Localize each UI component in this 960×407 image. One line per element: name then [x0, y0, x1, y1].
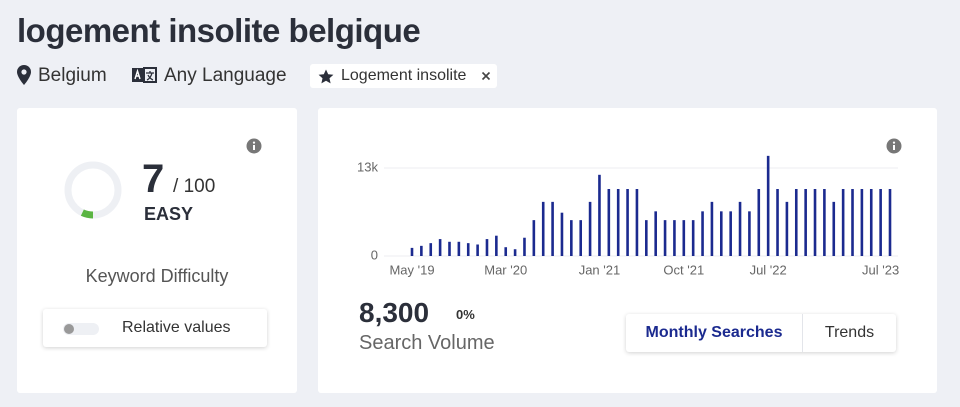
- difficulty-gauge: [64, 161, 122, 219]
- bar: [420, 245, 423, 256]
- bar: [485, 239, 489, 256]
- bar: [513, 249, 517, 256]
- bar: [551, 201, 554, 256]
- bar: [879, 189, 882, 256]
- difficulty-max: / 100: [173, 176, 215, 198]
- bar: [607, 189, 611, 256]
- y-tick-label: 0: [371, 247, 378, 262]
- relative-toggle[interactable]: Relative values: [43, 309, 267, 347]
- bar: [504, 247, 508, 256]
- bar: [701, 211, 704, 256]
- pin-icon: [17, 65, 31, 85]
- bar: [476, 244, 479, 256]
- tab-monthly[interactable]: Monthly Searches: [626, 314, 803, 352]
- bar: [645, 220, 648, 256]
- bar: [626, 189, 629, 256]
- bar: [794, 189, 798, 256]
- bar: [410, 247, 414, 256]
- bar: [654, 211, 657, 256]
- bar: [813, 189, 817, 256]
- bar: [541, 201, 545, 256]
- bar: [560, 212, 564, 256]
- x-tick-label: Jul '23: [862, 262, 899, 277]
- difficulty-card: 7 / 100 EASY Keyword Difficulty Relative…: [17, 108, 297, 393]
- info-icon[interactable]: [246, 138, 262, 154]
- bar: [738, 201, 742, 256]
- y-tick-label: 13k: [357, 159, 378, 174]
- bar: [663, 220, 667, 256]
- bar: [869, 189, 873, 256]
- bar: [495, 235, 498, 256]
- bar: [851, 189, 854, 256]
- tag-chip: Logement insolite: [310, 64, 497, 88]
- bar: [860, 189, 864, 256]
- view-tabs: Monthly Searches Trends: [626, 314, 896, 352]
- bar: [635, 189, 639, 256]
- bar: [598, 174, 601, 256]
- x-tick-label: May '19: [389, 262, 434, 277]
- tag-remove[interactable]: [481, 71, 491, 81]
- volume-change: 0%: [456, 307, 475, 322]
- bar: [823, 189, 826, 256]
- gauge-value: [80, 209, 94, 219]
- bar: [579, 220, 583, 256]
- bar: [729, 211, 732, 256]
- x-tick-label: Jan '21: [579, 262, 621, 277]
- x-tick-label: Mar '20: [484, 262, 527, 277]
- star-icon: [318, 69, 334, 84]
- gauge-track: [64, 161, 122, 219]
- bar: [776, 189, 779, 256]
- toggle-label: Relative values: [122, 319, 231, 336]
- bar: [429, 243, 433, 256]
- bar: [466, 243, 470, 256]
- bar: [570, 220, 573, 256]
- bar: [691, 220, 695, 256]
- x-tick-label: Jul '22: [750, 262, 787, 277]
- tab-trends[interactable]: Trends: [824, 324, 875, 341]
- separator: /: [173, 176, 179, 197]
- bar: [748, 211, 751, 256]
- bar: [532, 220, 536, 256]
- toggle-knob: [64, 324, 74, 334]
- volume-label: Search Volume: [359, 332, 495, 354]
- page-title: logement insolite belgique: [17, 12, 421, 49]
- bar: [719, 211, 723, 256]
- x-tick-label: Oct '21: [663, 262, 704, 277]
- bar: [766, 155, 770, 256]
- difficulty-score: 7: [142, 157, 165, 201]
- bar: [841, 189, 845, 256]
- volume-chart: 0 13k May '19 Mar '20 Jan '21 Oct '21 Jul '22 J…: [357, 155, 899, 277]
- bar: [682, 220, 686, 256]
- bar: [673, 220, 676, 256]
- max: 100: [183, 176, 216, 197]
- info-icon[interactable]: [886, 138, 902, 154]
- bar: [888, 189, 892, 256]
- volume-value: 8,300: [359, 297, 430, 328]
- bar: [588, 201, 592, 256]
- difficulty-label: Keyword Difficulty: [85, 266, 229, 286]
- tag-label: Logement insolite: [341, 67, 467, 84]
- bar: [438, 239, 442, 256]
- location: Belgium: [38, 65, 107, 86]
- bar: [448, 241, 451, 256]
- volume-card: 0 13k May '19 Mar '20 Jan '21 Oct '21 Jul '22 J…: [318, 108, 937, 393]
- language: Any Language: [164, 65, 287, 86]
- bar: [710, 201, 714, 256]
- bar: [523, 237, 526, 256]
- bar: [832, 201, 836, 256]
- bar: [616, 189, 620, 256]
- bar: [757, 189, 761, 256]
- language-icon: [132, 67, 157, 83]
- difficulty-level: EASY: [144, 204, 194, 224]
- bar: [457, 241, 461, 256]
- bar: [785, 201, 789, 256]
- bar: [804, 189, 807, 256]
